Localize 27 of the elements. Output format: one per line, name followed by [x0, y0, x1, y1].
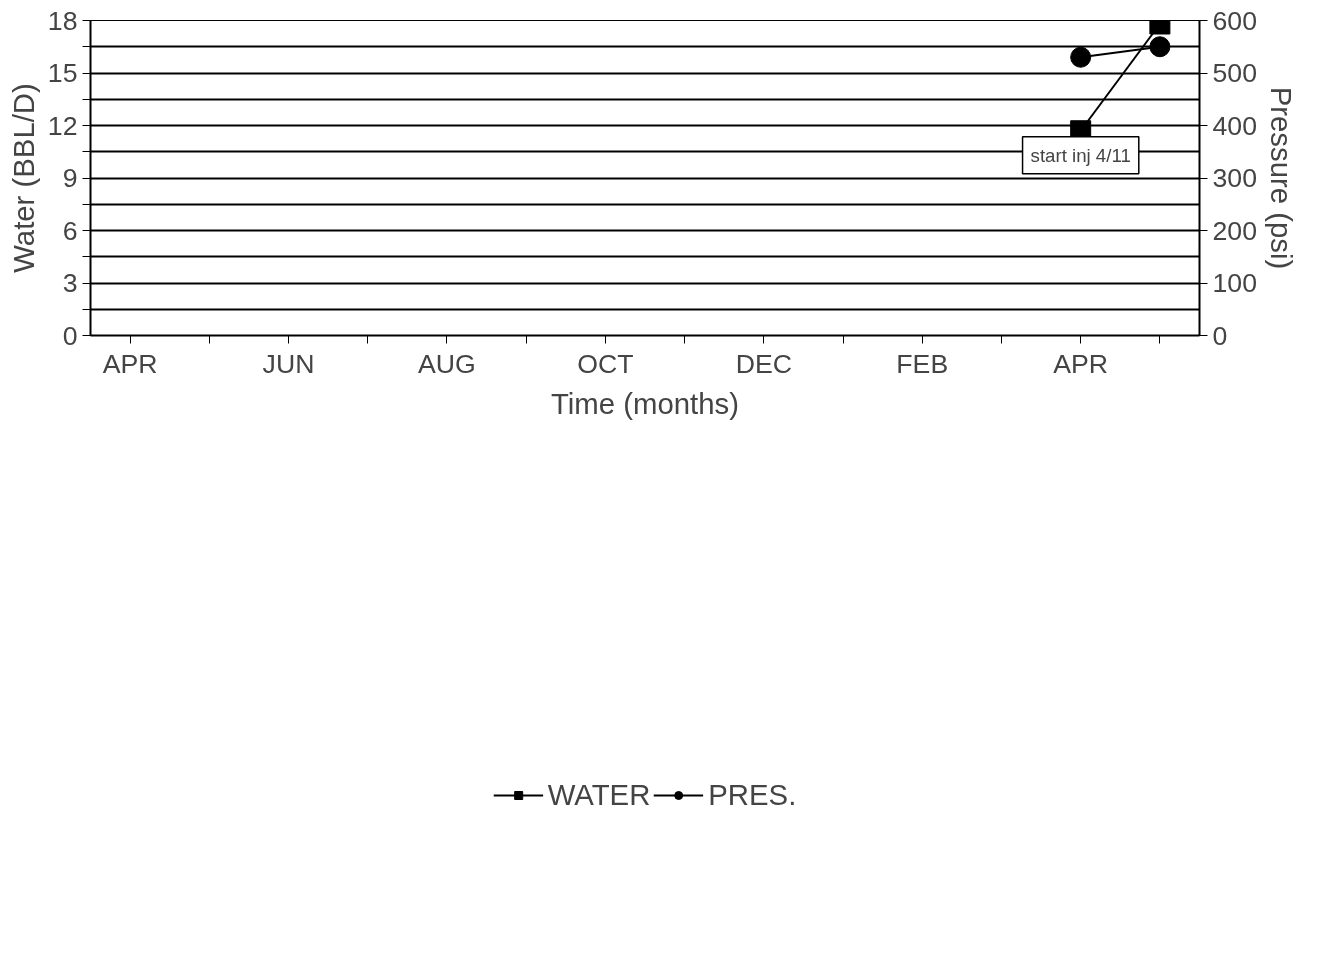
y2-tick-label: 100: [1212, 268, 1257, 298]
y-tick-label: 0: [62, 320, 78, 351]
y2-axis-title: Pressure (psi): [1264, 86, 1298, 270]
y-tick-label: 6: [62, 215, 78, 246]
legend-label: WATER: [547, 777, 651, 812]
annotation: start inj 4/11: [1030, 144, 1131, 166]
x-tick-label: AUG: [418, 348, 476, 379]
y-tick-label: 15: [47, 58, 78, 88]
y-tick-label: 3: [62, 268, 78, 298]
x-tick-label: APR: [1053, 348, 1109, 379]
y-tick-label: 12: [47, 110, 78, 141]
x-tick-label: APR: [102, 348, 158, 379]
x-axis-title: Time (months): [551, 386, 739, 420]
y2-tick-label: 500: [1212, 58, 1257, 88]
y-tick-label: 9: [62, 163, 78, 193]
y-axis-title: Water (BBL/D): [6, 83, 40, 273]
x-tick-label: FEB: [896, 348, 949, 379]
x-tick-label: OCT: [577, 348, 634, 379]
y2-tick-label: 0: [1212, 320, 1228, 351]
x-tick-label: DEC: [735, 348, 792, 379]
y-tick-label: 18: [47, 5, 78, 36]
y2-tick-label: 300: [1212, 163, 1257, 193]
legend-label: PRES.: [708, 777, 797, 812]
y2-tick-label: 600: [1212, 5, 1257, 36]
x-tick-label: JUN: [262, 348, 315, 379]
y2-tick-label: 200: [1212, 215, 1257, 246]
y2-tick-label: 400: [1212, 110, 1257, 141]
